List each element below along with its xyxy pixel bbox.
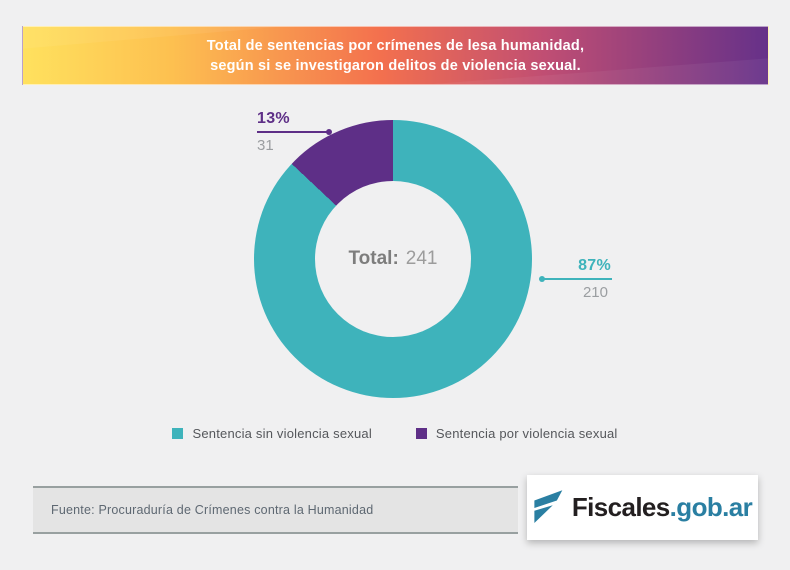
page-title-line1: Total de sentencias por crímenes de lesa… (206, 37, 585, 54)
callout-leader-dot (326, 129, 332, 135)
legend-item-sin-violencia: Sentencia sin violencia sexual (172, 426, 372, 441)
chart-legend: Sentencia sin violencia sexual Sentencia… (0, 426, 790, 441)
total-value: 241 (405, 248, 438, 269)
source-band: Fuente: Procuraduría de Crímenes contra … (33, 486, 518, 534)
fiscales-logo-text: Fiscales.gob.ar (571, 492, 753, 523)
donut-chart: Total: 241 (254, 120, 532, 398)
legend-swatch-teal (172, 428, 184, 439)
callout-violencia-sexual: 13% 31 (257, 110, 332, 154)
page-title: Total de sentencias por crímenes de lesa… (207, 36, 584, 76)
legend-label: Sentencia sin violencia sexual (192, 426, 372, 441)
logo-text-primary: Fiscales (571, 492, 670, 522)
donut-hole (315, 181, 471, 337)
page-title-line2: según si se investigaron delitos de viol… (210, 57, 581, 74)
source-text: Fuente: Procuraduría de Crímenes contra … (51, 503, 374, 517)
callout-percent: 87% (578, 257, 611, 274)
callout-leader-dot (539, 276, 545, 282)
total-label: Total: (348, 248, 399, 269)
callout-leader-line (257, 129, 332, 135)
callout-percent: 13% (257, 110, 290, 127)
callout-leader-line (539, 276, 612, 282)
callout-sin-violencia-sexual: 87% 210 (539, 257, 612, 301)
donut-center-total: Total: 241 (254, 120, 532, 398)
callout-value: 31 (257, 137, 274, 154)
fiscales-f-icon (534, 489, 563, 523)
fiscales-logo: Fiscales.gob.ar (527, 475, 758, 540)
legend-item-por-violencia: Sentencia por violencia sexual (415, 426, 618, 441)
logo-text-secondary: .gob.ar (669, 492, 753, 522)
header-banner: Total de sentencias por crímenes de lesa… (22, 26, 769, 85)
callout-value: 210 (582, 284, 608, 301)
legend-label: Sentencia por violencia sexual (435, 426, 618, 441)
legend-swatch-purple (415, 428, 427, 439)
